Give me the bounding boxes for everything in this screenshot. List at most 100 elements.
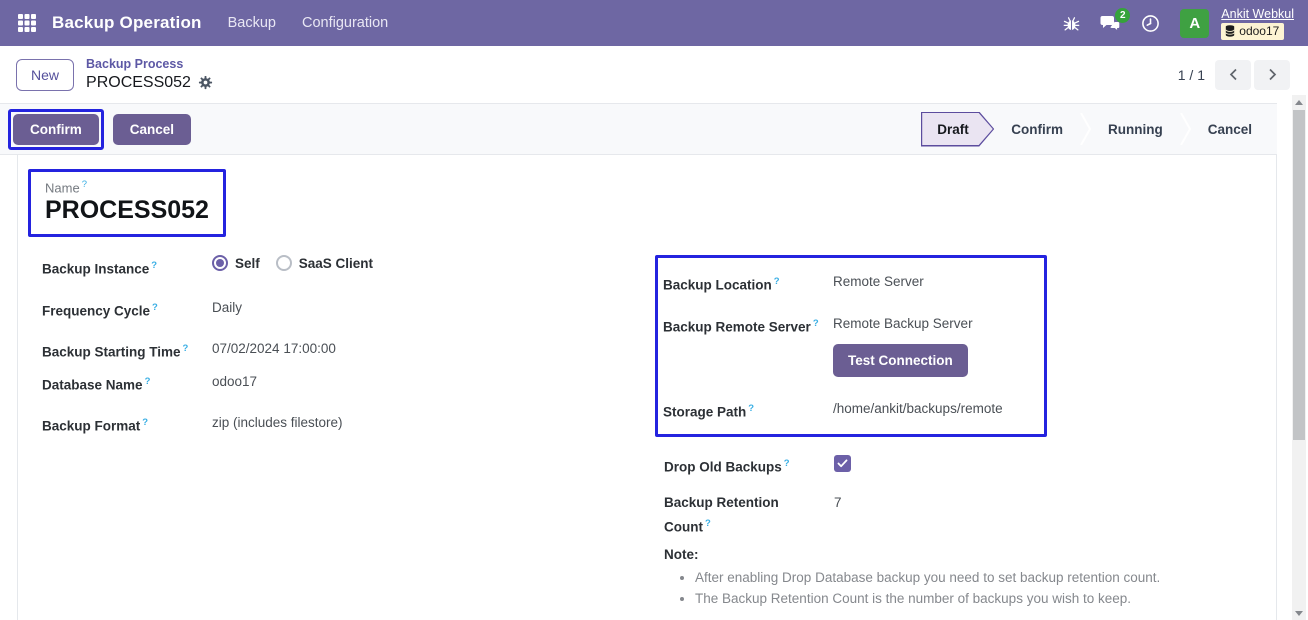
gear-icon[interactable] xyxy=(198,75,213,90)
debug-bug-icon[interactable] xyxy=(1063,15,1080,32)
field-storage-path: Storage Path? /home/ankit/backups/remote xyxy=(663,398,1034,423)
note-list: After enabling Drop Database backup you … xyxy=(664,567,1276,609)
note-title: Note: xyxy=(664,547,699,563)
name-field-label: Name? xyxy=(45,179,87,196)
confirm-highlight-box: Confirm xyxy=(8,108,104,150)
field-label: Backup Format? xyxy=(42,417,149,434)
check-icon xyxy=(837,459,848,468)
message-count-badge: 2 xyxy=(1115,7,1131,23)
user-block: Ankit Webkul odoo17 xyxy=(1221,7,1294,40)
statusbar: Confirm Cancel Draft Confirm Running Can… xyxy=(0,103,1277,155)
database-name-value[interactable]: odoo17 xyxy=(212,373,258,389)
help-icon: ? xyxy=(142,417,149,429)
messages-icon[interactable]: 2 xyxy=(1100,7,1131,32)
state-draft[interactable]: Draft xyxy=(921,112,995,147)
user-avatar[interactable]: A xyxy=(1180,8,1210,38)
backup-retention-count-value[interactable]: 7 xyxy=(834,494,842,510)
backup-remote-server-value[interactable]: Remote Backup Server xyxy=(833,315,973,331)
field-label: Storage Path? xyxy=(663,402,755,420)
scroll-down-arrow-icon[interactable] xyxy=(1292,606,1306,620)
backup-instance-radio-group: Self SaaS Client xyxy=(212,255,373,272)
radio-selected-icon[interactable] xyxy=(212,255,228,272)
note-block: Note: After enabling Drop Database backu… xyxy=(664,547,1276,609)
confirm-button[interactable]: Confirm xyxy=(13,113,99,145)
new-button[interactable]: New xyxy=(16,58,75,91)
drop-old-backups-checkbox[interactable] xyxy=(834,455,851,473)
remote-backup-highlight-box: Backup Location? Remote Server Backup Re… xyxy=(655,255,1047,438)
left-field-column: Backup Instance? Self SaaS Client Freque… xyxy=(42,255,664,609)
field-backup-format: Backup Format? zip (includes filestore) xyxy=(42,412,664,437)
field-backup-starting-time: Backup Starting Time? 07/02/2024 17:00:0… xyxy=(42,338,664,363)
field-label: Drop Old Backups? xyxy=(664,458,790,475)
database-name[interactable]: odoo17 xyxy=(1239,23,1280,38)
help-icon: ? xyxy=(152,301,158,313)
apps-grid-icon[interactable] xyxy=(12,8,42,38)
cancel-button[interactable]: Cancel xyxy=(112,113,192,145)
state-confirm[interactable]: Confirm xyxy=(1011,121,1063,137)
help-icon: ? xyxy=(773,276,780,288)
field-backup-instance: Backup Instance? Self SaaS Client xyxy=(42,255,664,280)
backup-format-value[interactable]: zip (includes filestore) xyxy=(212,415,343,431)
systray: 2 A Ankit Webkul odoo17 xyxy=(1063,7,1294,40)
state-running[interactable]: Running xyxy=(1107,121,1163,137)
field-backup-location: Backup Location? Remote Server xyxy=(663,271,1034,296)
field-label: Database Name? xyxy=(42,375,151,393)
breadcrumb: Backup Process PROCESS052 xyxy=(86,57,213,93)
help-icon: ? xyxy=(81,179,87,190)
radio-option-self[interactable]: Self xyxy=(212,255,260,272)
menu-configuration[interactable]: Configuration xyxy=(302,15,389,31)
state-separator-icon xyxy=(1179,113,1191,145)
field-frequency-cycle: Frequency Cycle? Daily xyxy=(42,297,664,322)
name-highlight-box: Name? PROCESS052 xyxy=(28,169,226,238)
test-connection-button[interactable]: Test Connection xyxy=(833,343,968,377)
field-backup-retention-count: Backup Retention Count? 7 xyxy=(664,492,1276,538)
field-database-name: Database Name? odoo17 xyxy=(42,371,664,396)
help-icon: ? xyxy=(783,458,790,470)
app-brand-title: Backup Operation xyxy=(52,13,202,32)
field-label: Backup Starting Time? xyxy=(42,343,189,360)
top-navbar: Backup Operation Backup Configuration 2 xyxy=(0,0,1308,46)
pager-next-button[interactable] xyxy=(1254,59,1290,90)
breadcrumb-parent-link[interactable]: Backup Process xyxy=(86,56,184,71)
field-backup-remote-server: Backup Remote Server? Remote Backup Serv… xyxy=(663,313,1034,392)
state-separator-icon xyxy=(1080,113,1091,145)
scroll-up-arrow-icon[interactable] xyxy=(1292,95,1306,109)
vertical-scrollbar[interactable] xyxy=(1292,95,1306,620)
activities-clock-icon[interactable] xyxy=(1141,14,1160,33)
note-item: After enabling Drop Database backup you … xyxy=(695,567,1276,588)
field-drop-old-backups: Drop Old Backups? xyxy=(664,453,1276,478)
radio-unselected-icon[interactable] xyxy=(275,255,292,272)
help-icon: ? xyxy=(182,343,189,355)
form-sheet: Name? PROCESS052 Backup Instance? Self S… xyxy=(17,155,1277,620)
backup-starting-time-value[interactable]: 07/02/2024 17:00:00 xyxy=(212,341,336,357)
scrollbar-thumb[interactable] xyxy=(1293,110,1305,440)
pager: 1 / 1 xyxy=(1177,59,1290,90)
control-panel: New Backup Process PROCESS052 1 / 1 xyxy=(0,46,1308,103)
help-icon: ? xyxy=(748,402,755,414)
database-icon xyxy=(1225,25,1235,37)
database-badge: odoo17 xyxy=(1221,22,1285,40)
name-field-value[interactable]: PROCESS052 xyxy=(45,196,209,225)
help-icon: ? xyxy=(144,375,151,387)
help-icon: ? xyxy=(704,517,711,529)
frequency-cycle-value[interactable]: Daily xyxy=(212,299,243,315)
pager-previous-button[interactable] xyxy=(1215,59,1251,90)
field-label: Frequency Cycle? xyxy=(42,301,158,319)
help-icon: ? xyxy=(151,260,158,272)
storage-path-value[interactable]: /home/ankit/backups/remote xyxy=(833,400,1003,416)
note-item: The Backup Retention Count is the number… xyxy=(695,588,1276,609)
field-label: Backup Instance? xyxy=(42,260,158,277)
breadcrumb-current: PROCESS052 xyxy=(86,73,191,91)
field-label: Backup Location? xyxy=(663,276,780,293)
field-label: Backup Remote Server? xyxy=(663,317,819,335)
user-name[interactable]: Ankit Webkul xyxy=(1221,6,1294,21)
state-pipeline: Draft Confirm Running Cancel xyxy=(921,112,1269,147)
field-label: Backup Retention Count? xyxy=(664,494,779,535)
radio-option-saas-client[interactable]: SaaS Client xyxy=(275,255,373,272)
backup-location-value[interactable]: Remote Server xyxy=(833,274,924,290)
help-icon: ? xyxy=(812,317,819,329)
state-cancel[interactable]: Cancel xyxy=(1207,121,1252,137)
menu-backup[interactable]: Backup xyxy=(227,15,276,31)
right-field-column: Backup Location? Remote Server Backup Re… xyxy=(655,255,1276,609)
pager-count: 1 / 1 xyxy=(1177,66,1205,83)
